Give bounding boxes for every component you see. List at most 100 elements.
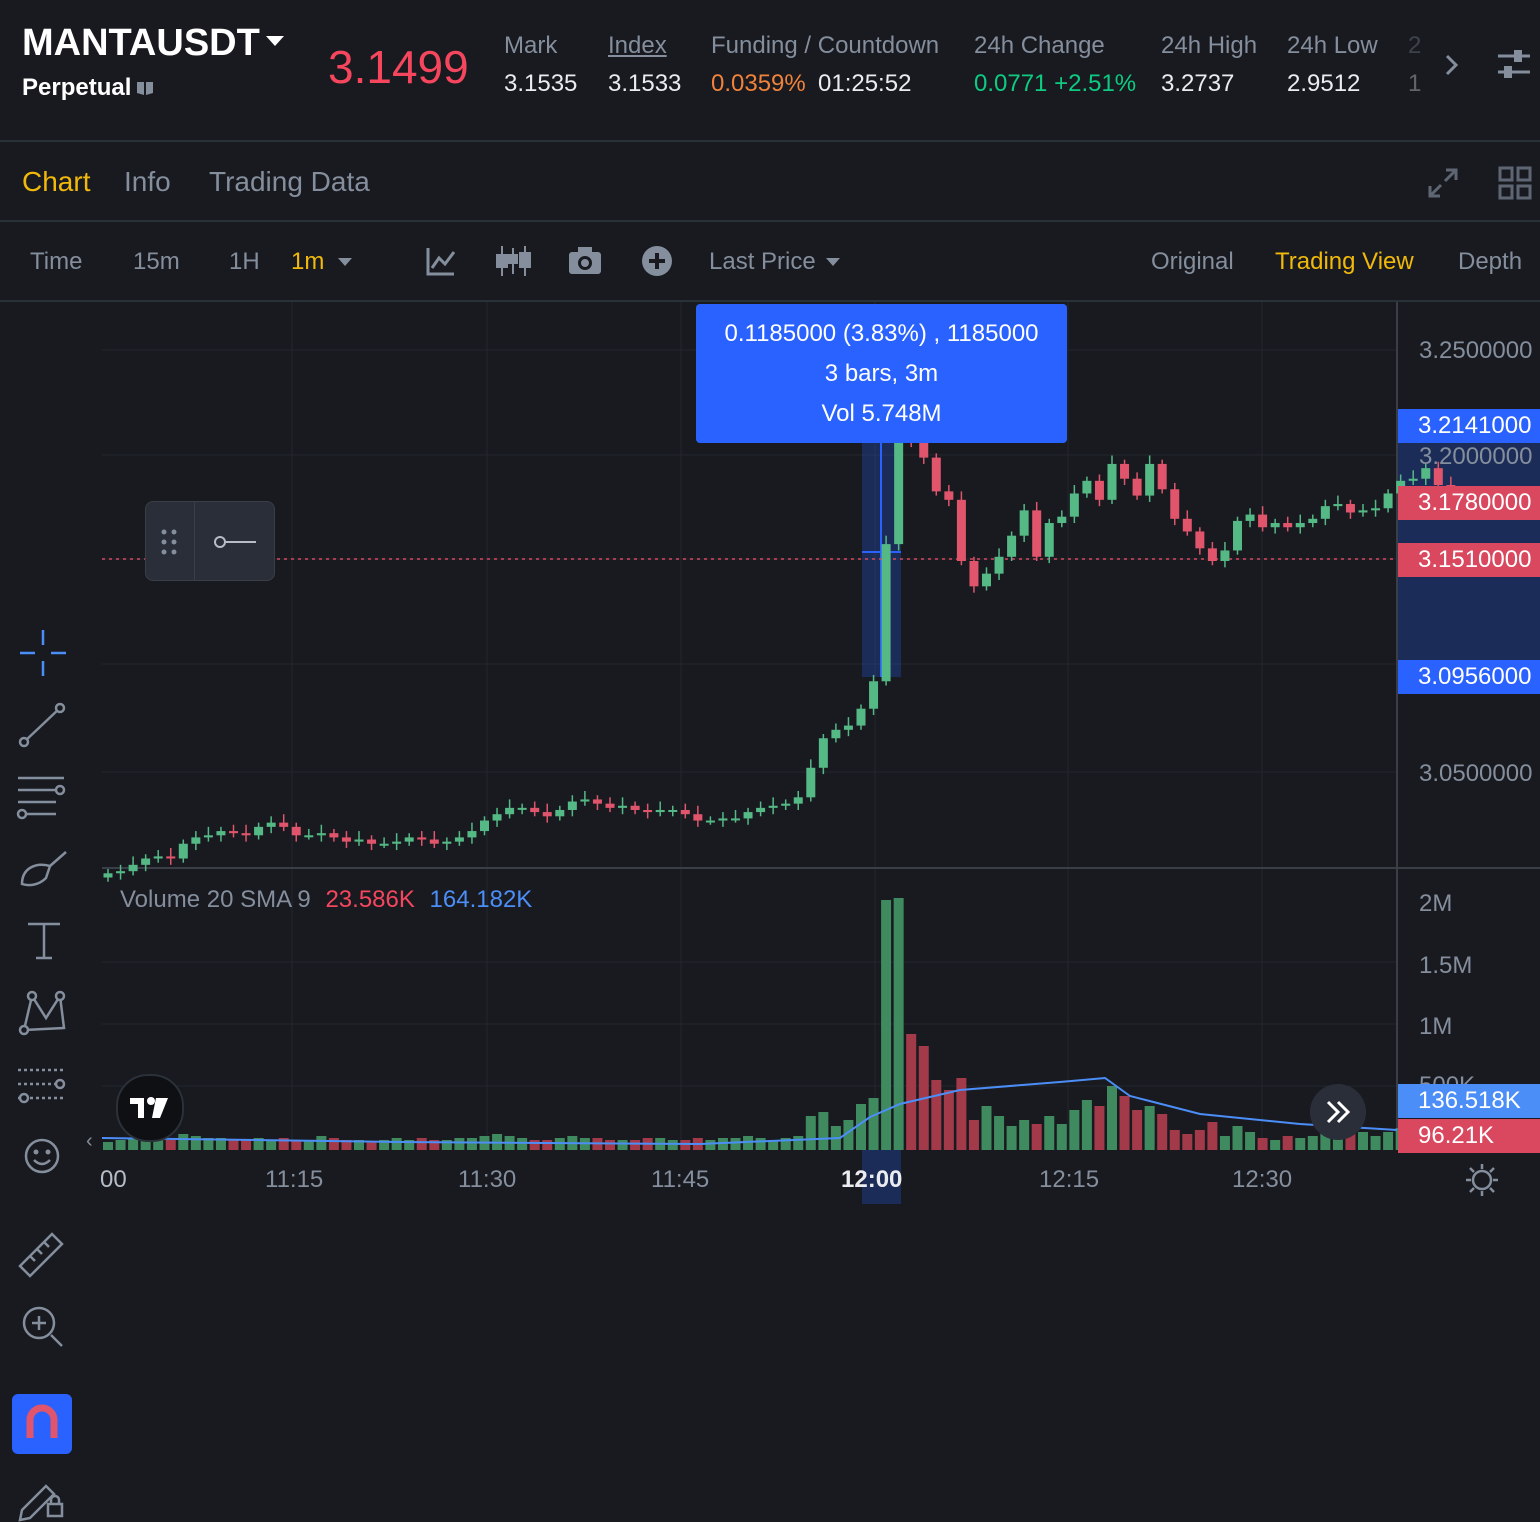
candle-body — [1383, 493, 1393, 509]
tab-trading-data[interactable]: Trading Data — [209, 166, 370, 197]
pattern-icon[interactable] — [16, 988, 70, 1038]
volume-bar — [1345, 1134, 1356, 1150]
tab-chart[interactable]: Chart — [22, 166, 91, 197]
candle-body — [856, 708, 866, 726]
candle-body — [216, 831, 226, 836]
volume-bar — [630, 1140, 641, 1150]
symbol-title[interactable]: MANTAUSDT — [22, 22, 260, 64]
brush-icon[interactable] — [16, 844, 70, 894]
volume-bar — [203, 1138, 214, 1150]
view-trading-view[interactable]: Trading View — [1275, 248, 1414, 275]
lock-drawing-icon[interactable] — [16, 1470, 70, 1522]
candle-body — [1333, 504, 1343, 507]
candle-body — [756, 807, 766, 813]
ruler-icon[interactable] — [16, 1228, 70, 1278]
candle-body — [1421, 468, 1431, 479]
candle-body — [1145, 463, 1155, 496]
price-type-caret-icon[interactable] — [826, 258, 840, 266]
candle-body — [793, 797, 803, 804]
volume-bar — [441, 1140, 452, 1150]
candle-body — [153, 856, 163, 859]
volume-bar — [316, 1136, 327, 1150]
volume-bar — [354, 1140, 364, 1150]
floating-drawing-widget[interactable] — [145, 501, 275, 581]
candle-body — [1345, 504, 1355, 513]
text-tool-icon[interactable] — [24, 918, 64, 964]
drag-handle-icon[interactable] — [158, 526, 182, 558]
tab-info[interactable]: Info — [124, 166, 171, 197]
chart-area[interactable]: 3.2500000 3.2000000 3.0500000 3.2141000 … — [0, 302, 1540, 1522]
volume-bar — [1119, 1096, 1130, 1150]
scroll-to-realtime-button[interactable] — [1310, 1084, 1366, 1140]
add-plus-icon[interactable] — [640, 244, 674, 278]
drawing-toolbar — [0, 604, 88, 1522]
trend-line-icon[interactable] — [18, 700, 68, 750]
candle-body — [1371, 508, 1381, 511]
stat-label-funding: Funding / Countdown — [711, 32, 940, 59]
candle-body — [1308, 518, 1318, 524]
volume-legend-name: Volume 20 SMA 9 — [120, 886, 311, 913]
candle-body — [555, 809, 565, 817]
chevron-right-icon[interactable] — [1440, 52, 1464, 78]
volume-bar — [956, 1078, 967, 1150]
contract-type: Perpetual — [22, 74, 132, 101]
candle-body — [480, 820, 489, 832]
price-type-select[interactable]: Last Price — [709, 248, 816, 275]
candle-body — [1132, 478, 1142, 496]
emoji-icon[interactable] — [20, 1134, 66, 1180]
zoom-in-icon[interactable] — [18, 1302, 68, 1352]
stat-label-index[interactable]: Index — [608, 32, 667, 59]
symbol-dropdown-caret-icon[interactable] — [266, 36, 284, 46]
candle-body — [982, 573, 991, 587]
stat-label-24h-change: 24h Change — [974, 32, 1105, 59]
volume-tick: 1M — [1419, 1013, 1453, 1040]
grid-layout-icon[interactable] — [1498, 166, 1532, 200]
volume-bar — [542, 1140, 553, 1150]
magnet-button[interactable] — [12, 1394, 72, 1454]
interval-1m-selected[interactable]: 1m — [291, 248, 325, 275]
candle-body — [229, 831, 238, 834]
candle-body — [191, 837, 201, 844]
volume-bar — [366, 1142, 377, 1150]
candle-body — [680, 809, 690, 815]
tradingview-logo[interactable] — [116, 1074, 184, 1142]
horizontal-ray-icon[interactable] — [212, 532, 258, 552]
camera-icon[interactable] — [568, 246, 602, 276]
candle-body — [392, 841, 402, 844]
candlestick-series — [103, 419, 1468, 882]
candle-body — [919, 442, 929, 458]
candle-body — [1057, 516, 1067, 524]
stat-label-24h-high: 24h High — [1161, 32, 1258, 59]
candle-body — [1220, 550, 1230, 561]
settings-sliders-icon[interactable] — [1496, 48, 1532, 82]
candle-body — [605, 803, 615, 808]
indicators-icon[interactable] — [424, 244, 458, 278]
interval-dropdown-caret-icon[interactable] — [338, 258, 352, 266]
candle-body — [1358, 510, 1368, 513]
candlestick-type-icon[interactable] — [494, 244, 532, 278]
candle-body — [567, 801, 577, 810]
fullscreen-icon[interactable] — [1426, 166, 1460, 200]
volume-bar — [1295, 1138, 1306, 1150]
interval-15m[interactable]: 15m — [133, 248, 180, 275]
candle-body — [1433, 468, 1443, 486]
candle-body — [517, 807, 527, 810]
volume-bar — [1182, 1134, 1193, 1150]
chart-settings-gear-icon[interactable] — [1464, 1162, 1500, 1198]
volume-bar — [1157, 1114, 1168, 1150]
book-icon[interactable] — [136, 80, 154, 96]
volume-legend-sma-value: 164.182K — [429, 886, 533, 913]
crosshair-icon[interactable] — [18, 628, 68, 678]
volume-bar — [968, 1120, 979, 1150]
interval-time[interactable]: Time — [30, 248, 83, 275]
candle-body — [1044, 523, 1054, 557]
volume-bar — [943, 1090, 954, 1150]
prediction-icon[interactable] — [16, 1060, 70, 1110]
fib-lines-icon[interactable] — [16, 772, 68, 822]
scroll-left-chevron-icon[interactable]: ‹ — [86, 1130, 93, 1152]
interval-1h[interactable]: 1H — [229, 248, 260, 275]
candle-body — [542, 812, 552, 817]
volume-bar — [1094, 1106, 1105, 1150]
view-original[interactable]: Original — [1151, 248, 1234, 275]
view-depth[interactable]: Depth — [1458, 248, 1523, 275]
